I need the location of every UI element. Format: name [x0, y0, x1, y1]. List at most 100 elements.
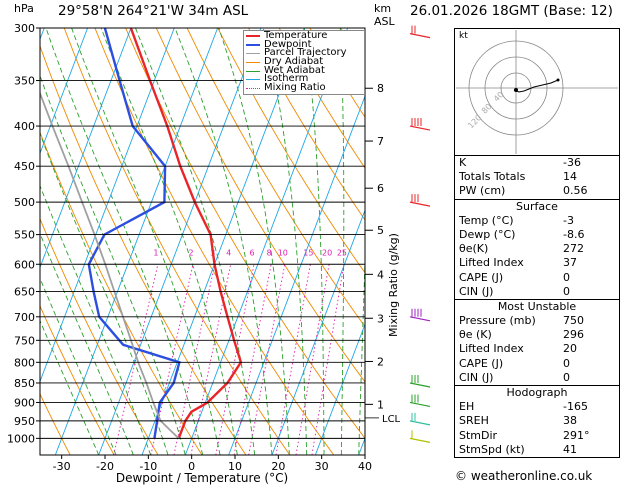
hpa-label: hPa	[14, 2, 34, 15]
legend-label: Parcel Trajectory	[264, 47, 347, 59]
index-row: StmSpd (kt) 41	[455, 443, 619, 457]
index-label: CAPE (J)	[459, 270, 504, 284]
legend-label: Dry Adiabat	[264, 56, 324, 68]
wind-barb	[409, 316, 431, 322]
dry-adiabat	[40, 304, 115, 455]
mixing-ratio-line	[113, 264, 159, 455]
location-title: 29°58'N 264°21'W 34m ASL	[58, 3, 249, 19]
index-label: Dewp (°C)	[459, 227, 516, 241]
wind-barb	[409, 420, 431, 426]
index-label: SREH	[459, 414, 489, 428]
index-value: 750	[563, 314, 584, 328]
pressure-tick-label: 900	[14, 396, 35, 409]
index-row: CAPE (J) 0	[455, 357, 619, 371]
wet-adiabat	[339, 28, 345, 455]
dry-adiabat	[40, 217, 159, 455]
dry-adiabat	[63, 28, 291, 455]
legend-entry: Parcel Trajectory	[244, 47, 364, 59]
plot-frame	[39, 27, 366, 456]
indices-table: K -36 Totals Totals 14 PW (cm) 0.56 Surface T…	[454, 155, 620, 458]
legend-swatch	[246, 35, 260, 38]
dry-adiabat	[94, 28, 335, 455]
legend-label: Dewpoint	[264, 38, 312, 50]
isotherm	[98, 28, 262, 455]
legend: Temperature Dewpoint Parcel Trajectory Dry …	[243, 30, 365, 95]
index-label: CAPE (J)	[459, 356, 504, 370]
index-row: Totals Totals 14	[455, 170, 619, 184]
isotherm	[54, 28, 219, 455]
pressure-tick-label: 350	[14, 75, 35, 88]
isotherm	[271, 209, 365, 455]
wet-adiabat	[40, 74, 186, 455]
legend-swatch	[246, 61, 260, 63]
isotherm	[184, 28, 349, 455]
wet-adiabat	[218, 28, 290, 455]
mixing-ratio-label: 25	[337, 249, 347, 258]
index-row: θe (K) 296	[455, 328, 619, 342]
legend-label: Isotherm	[264, 73, 309, 85]
legend-entry: Dewpoint	[244, 38, 364, 50]
dry-adiabat	[248, 28, 365, 221]
legend-entry: Dry Adiabat	[244, 56, 364, 68]
hodograph-kt-label: kt	[459, 31, 468, 41]
index-row: SREH 38	[455, 414, 619, 428]
asl-label: ASL	[374, 15, 395, 28]
dry-adiabat	[125, 28, 365, 440]
index-row: PW (cm) 0.56	[455, 184, 619, 198]
index-value: 0	[563, 356, 570, 370]
x-tick-label: 0	[188, 460, 195, 473]
x-tick-label: 40	[358, 460, 372, 473]
isotherm	[314, 323, 365, 455]
index-value: -36	[563, 156, 581, 169]
km-tick-label: 5	[377, 224, 384, 237]
dry-adiabat	[186, 28, 365, 328]
isotherm	[0, 28, 1, 455]
storm-motion-marker	[514, 88, 518, 92]
most-unstable-header: Most Unstable	[455, 298, 619, 314]
mixing-ratio-line	[173, 264, 216, 455]
pressure-tick-label: 550	[14, 229, 35, 242]
wet-adiabat	[40, 132, 169, 455]
legend-swatch	[246, 79, 260, 81]
legend-swatch	[246, 44, 260, 47]
legend-label: Temperature	[264, 30, 328, 41]
x-tick-label: 30	[315, 460, 329, 473]
index-value: 37	[563, 256, 577, 270]
valid-time-title: 26.01.2026 18GMT (Base: 12)	[410, 3, 613, 19]
mixing-ratio-label: 4	[226, 249, 231, 258]
index-row: Lifted Index 20	[455, 342, 619, 356]
index-label: Totals Totals	[459, 170, 526, 184]
isotherm	[40, 28, 175, 383]
index-row: Temp (°C) -3	[455, 214, 619, 228]
hodograph-trace	[513, 79, 559, 93]
index-label: K	[459, 156, 467, 169]
km-label: km	[374, 2, 392, 15]
mixing-ratio-line	[215, 264, 255, 455]
x-tick-label: -10	[139, 460, 157, 473]
copyright-footer: © weatheronline.co.uk	[455, 469, 593, 483]
x-tick-label: 10	[228, 460, 242, 473]
index-label: θe(K)	[459, 242, 489, 256]
index-label: StmDir	[459, 428, 498, 442]
x-axis-label: Dewpoint / Temperature (°C)	[116, 471, 288, 485]
hodograph-stats-header: Hodograph	[455, 385, 619, 400]
dry-adiabat	[217, 28, 365, 274]
series-temperature	[129, 28, 243, 439]
pressure-tick-label: 450	[14, 160, 35, 173]
index-value: -165	[563, 400, 588, 414]
lcl-label: LCL	[382, 414, 401, 425]
index-label: Temp (°C)	[459, 213, 514, 227]
legend-swatch	[246, 70, 260, 72]
pressure-tick-label: 950	[14, 415, 35, 428]
index-row: CIN (J) 0	[455, 285, 619, 299]
index-row: Dewp (°C) -8.6	[455, 228, 619, 242]
index-row: CAPE (J) 0	[455, 271, 619, 285]
index-value: 20	[563, 342, 577, 356]
wind-barb	[409, 125, 431, 131]
wet-adiabat	[303, 28, 325, 455]
isotherm	[228, 94, 365, 455]
index-value: 41	[563, 442, 577, 456]
index-row: Lifted Index 37	[455, 256, 619, 270]
dry-adiabat	[40, 392, 71, 455]
